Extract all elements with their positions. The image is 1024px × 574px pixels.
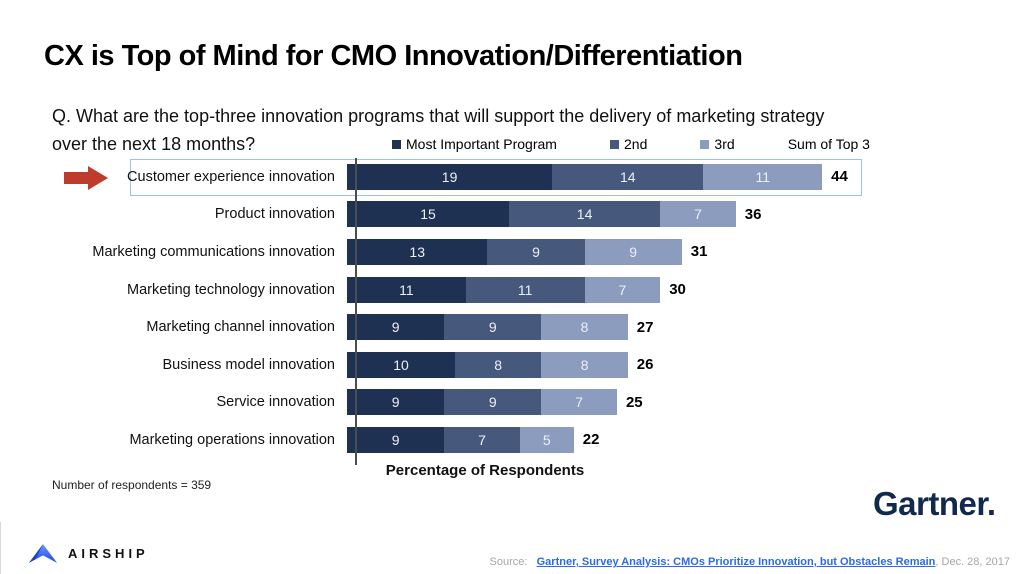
bar-segment: 7 [444, 426, 520, 453]
category-label: Product innovation [214, 206, 335, 223]
airship-logo-label: AIRSHIP [68, 546, 149, 561]
sum-value: 26 [636, 356, 654, 374]
sum-value: 44 [831, 168, 848, 186]
survey-question: Q. What are the top-three innovation pro… [52, 102, 972, 158]
category-label: Business model innovation [162, 356, 336, 373]
category-label: Marketing communications innovation [92, 243, 335, 260]
category-label: Marketing channel innovation [146, 319, 335, 336]
bar-segment: 11 [347, 276, 466, 303]
bar-segment: 14 [552, 163, 704, 190]
bar-stack: 11 11 7 [347, 276, 661, 303]
legend-label: 3rd [714, 136, 735, 152]
bar-segment: 7 [541, 389, 617, 416]
survey-question-line1: Q. What are the top-three innovation pro… [52, 106, 825, 126]
respondents-note: Number of respondents = 359 [52, 478, 212, 492]
x-axis-tick [355, 458, 357, 465]
legend-swatch-icon [610, 139, 619, 149]
arrow-icon [64, 166, 108, 190]
bar-segment: 15 [347, 201, 509, 228]
chart-row: Service innovation 9 9 7 25 [0, 384, 1024, 422]
chart-row: Marketing communications innovation 13 9 9 3… [0, 233, 1024, 271]
bar-segment: 8 [455, 351, 542, 378]
sum-value: 30 [669, 281, 686, 299]
bar-segment: 8 [541, 314, 628, 341]
chart-rows: Customer experience innovation 19 14 11 44 Pr… [0, 158, 1024, 459]
airship-logo-icon [28, 544, 58, 563]
bar-segment: 9 [444, 314, 542, 341]
bar-segment: 10 [347, 351, 455, 378]
source-link[interactable]: Gartner, Survey Analysis: CMOs Prioritiz… [536, 556, 936, 568]
bar-segment: 8 [541, 351, 628, 378]
sum-value: 27 [636, 318, 654, 336]
legend-swatch-icon [700, 139, 710, 149]
source-line: Source: Gartner, Survey Analysis: CMOs P… [490, 556, 1010, 568]
sum-value: 25 [625, 393, 643, 411]
chart-row: Marketing operations innovation 9 7 5 22 [0, 421, 1024, 459]
chart-row: Product innovation 15 14 7 36 [0, 196, 1024, 234]
source-date: , Dec. 28, 2017 [935, 556, 1010, 568]
category-label: Customer experience innovation [127, 168, 335, 185]
bar-segment: 7 [584, 276, 661, 303]
bar-segment: 7 [660, 201, 736, 228]
bar-stack: 13 9 9 [347, 238, 682, 265]
category-label: Marketing operations innovation [129, 431, 335, 448]
y-axis-line [355, 158, 357, 458]
chart-row: Marketing channel innovation 9 9 8 27 [0, 308, 1024, 346]
x-axis-label: Percentage of Respondents [385, 462, 585, 479]
legend-swatch-icon [392, 139, 401, 149]
bar-segment: 14 [509, 201, 661, 228]
chart-legend: Most Important Program 2nd 3rd Sum of Top 3 [392, 136, 870, 152]
legend-item-3: 3rd [700, 136, 735, 152]
legend-label: Most Important Program [406, 136, 557, 152]
stacked-bar-chart: Customer experience innovation 19 14 11 44 Pr… [0, 158, 1024, 466]
bar-segment: 9 [347, 389, 445, 416]
arrow-shaft [64, 172, 88, 184]
highlight-box [130, 159, 862, 196]
chart-row: Business model innovation 10 8 8 26 [0, 346, 1024, 384]
sum-value: 31 [690, 243, 708, 261]
bar-segment: 9 [347, 314, 445, 341]
bar-segment: 13 [347, 238, 488, 265]
bar-stack: 15 14 7 [347, 201, 736, 228]
legend-label: 2nd [624, 136, 648, 152]
bar-segment: 19 [347, 163, 553, 190]
survey-question-line2: over the next 18 months? [52, 134, 256, 154]
category-label: Service innovation [216, 394, 336, 411]
bar-stack: 10 8 8 [347, 351, 628, 378]
bar-segment: 9 [487, 238, 585, 265]
bar-segment: 11 [703, 163, 823, 190]
legend-sum-header: Sum of Top 3 [787, 136, 870, 152]
bar-segment: 11 [465, 276, 585, 303]
gartner-logo: Gartner. [873, 485, 996, 522]
chart-row: Customer experience innovation 19 14 11 44 [0, 158, 1024, 196]
source-prefix: Source: [489, 556, 528, 568]
sum-value: 22 [582, 431, 600, 449]
page-title: CX is Top of Mind for CMO Innovation/Dif… [44, 40, 743, 72]
bar-segment: 9 [584, 238, 682, 265]
arrow-head [88, 166, 108, 190]
legend-item-1: Most Important Program [392, 136, 557, 152]
bar-segment: 9 [347, 426, 445, 453]
legend-item-2: 2nd [610, 136, 647, 152]
footer-edge-line [0, 522, 1, 574]
airship-logo: AIRSHIP [28, 543, 149, 564]
bar-stack: 19 14 11 [347, 163, 823, 190]
chart-row: Marketing technology innovation 11 11 7 30 [0, 271, 1024, 309]
sum-value: 36 [744, 205, 762, 223]
bar-segment: 5 [519, 426, 574, 453]
bar-segment: 9 [444, 389, 542, 416]
category-label: Marketing technology innovation [127, 281, 335, 298]
